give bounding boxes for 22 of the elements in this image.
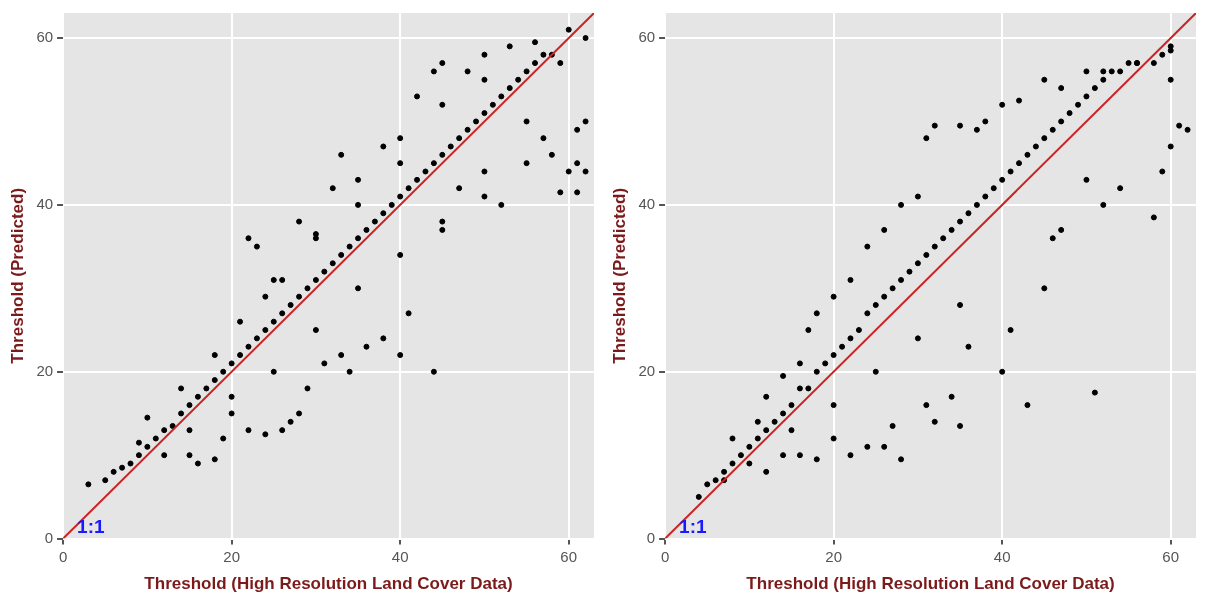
y-axis-title: Threshold (Predicted) [609, 187, 629, 364]
annotation: 1:1 [77, 515, 105, 537]
annotation: 1:1 [679, 515, 707, 537]
y-tick-label: 60 [638, 28, 656, 46]
x-tick-label: 0 [58, 547, 68, 565]
x-tick-label: 40 [391, 547, 409, 565]
y-tick-label: 40 [638, 195, 656, 213]
y-tick-label: 40 [36, 195, 54, 213]
x-tick-label: 0 [660, 547, 670, 565]
y-tick-label: 0 [646, 528, 656, 546]
x-tick-label: 20 [825, 547, 842, 565]
y-tick-label: 60 [36, 28, 54, 46]
x-tick-label: 20 [223, 547, 240, 565]
x-tick-label: 60 [560, 547, 578, 565]
x-tick-label: 60 [1162, 547, 1180, 565]
y-tick-label: 20 [638, 361, 656, 379]
y-tick-label: 0 [44, 528, 54, 546]
x-tick-label: 40 [993, 547, 1011, 565]
y-tick-label: 20 [36, 361, 54, 379]
x-axis-title: Threshold (High Resolution Land Cover Data) [144, 574, 513, 594]
y-axis-title: Threshold (Predicted) [7, 187, 27, 364]
x-axis-title: Threshold (High Resolution Land Cover Data) [746, 574, 1115, 594]
